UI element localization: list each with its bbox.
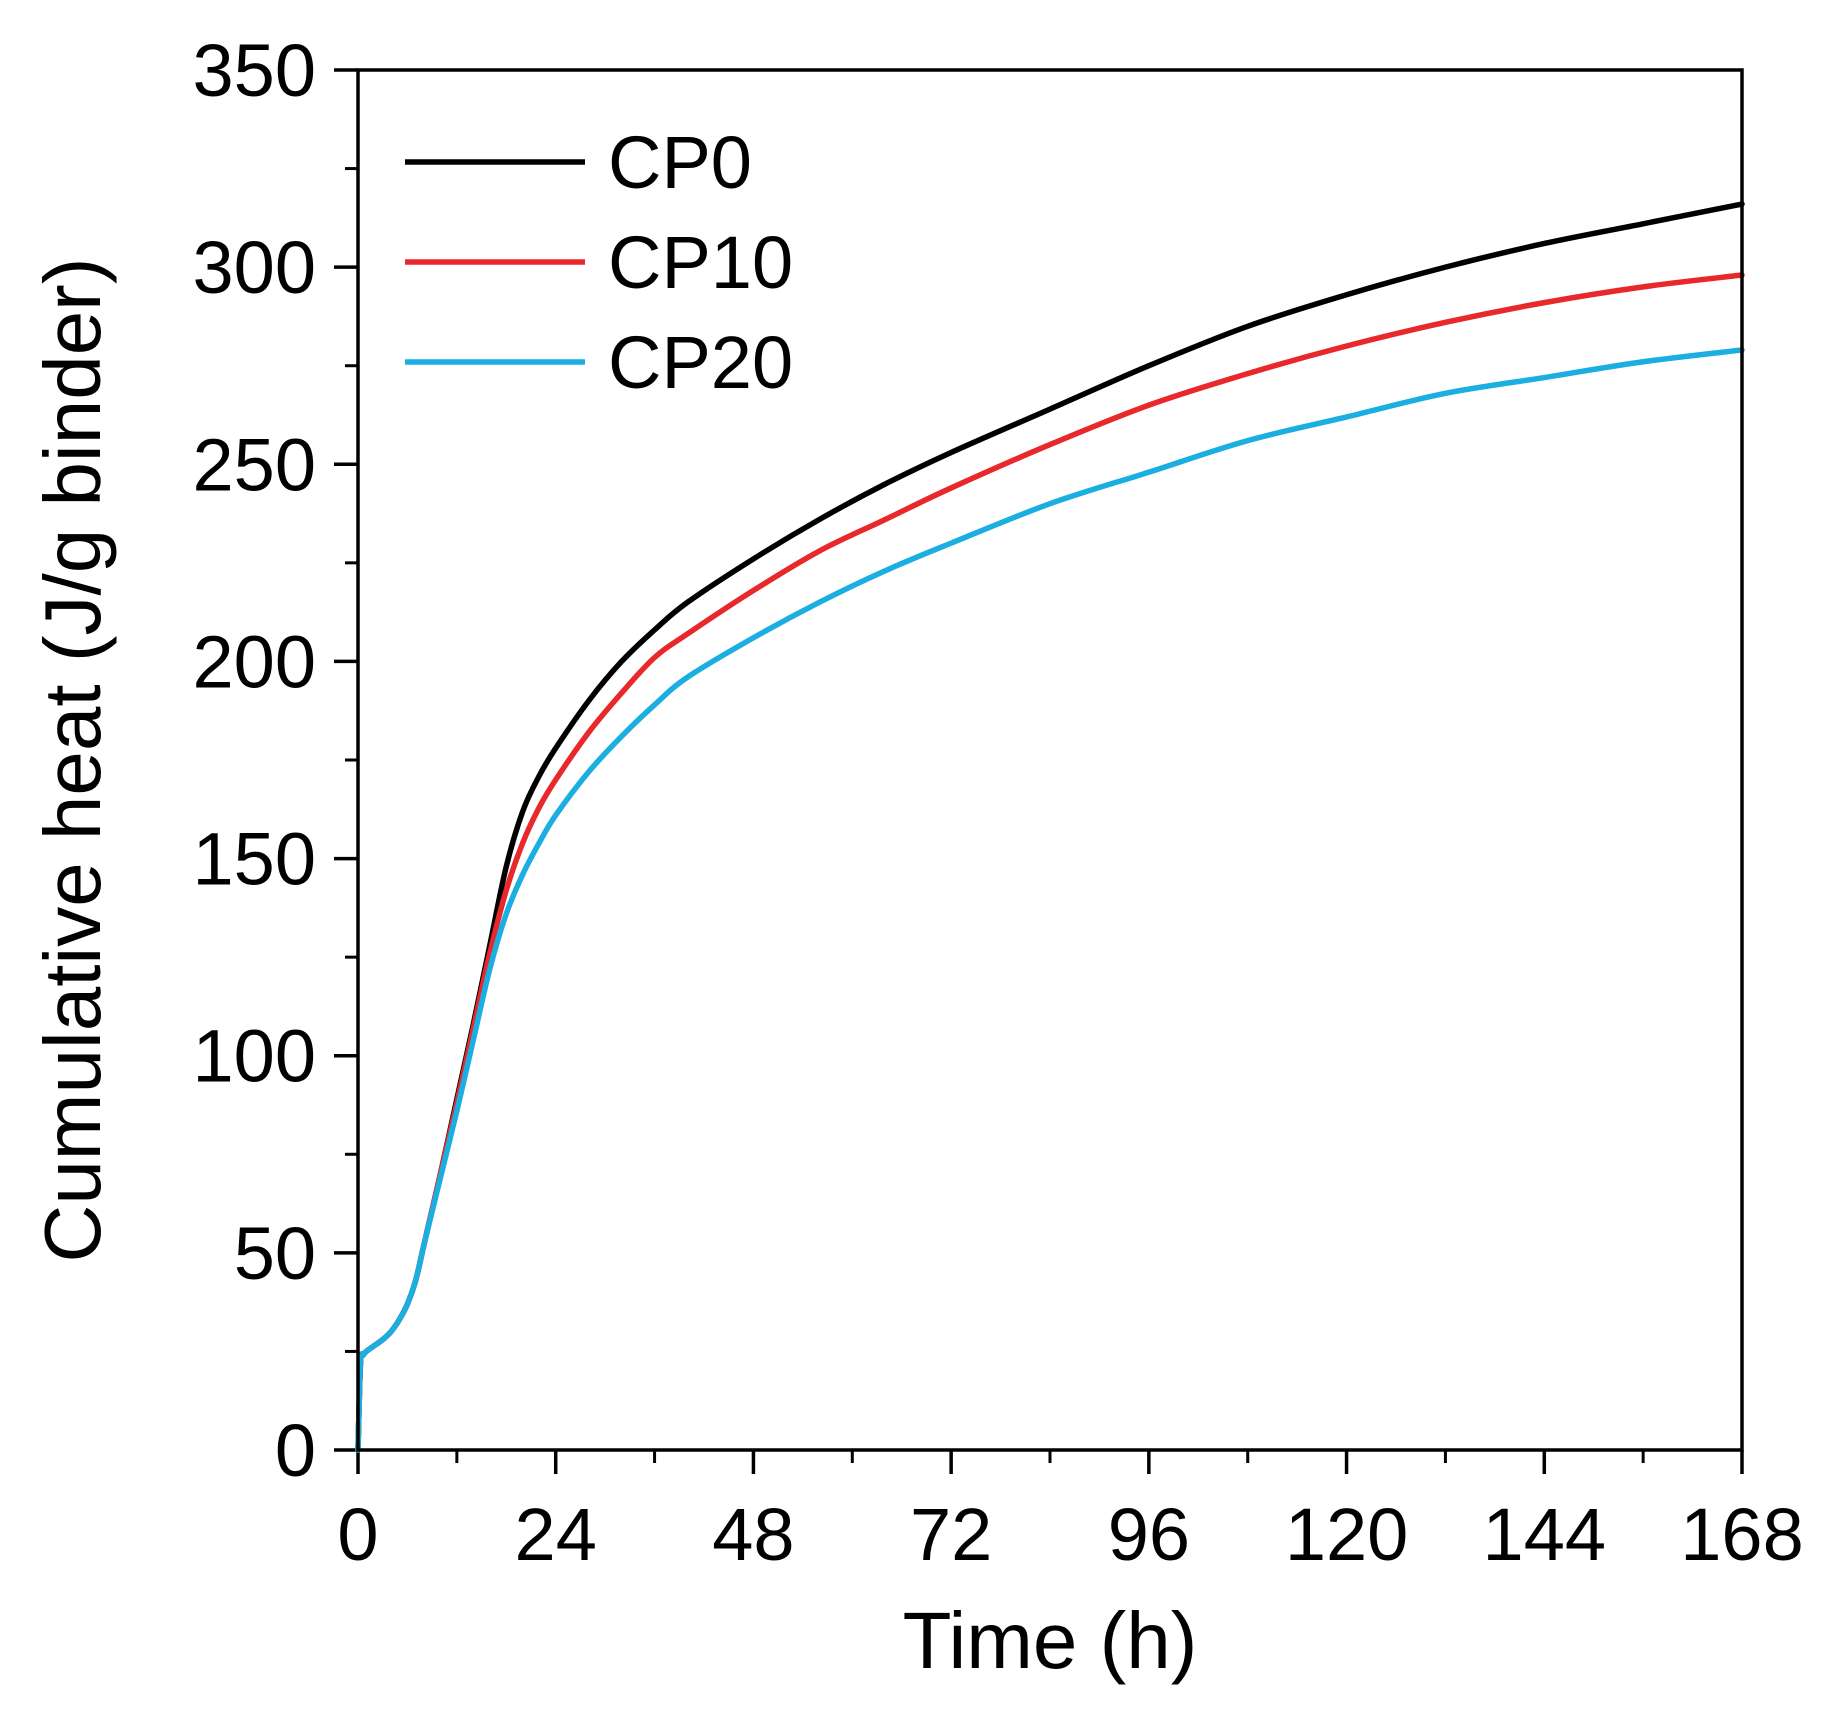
legend-label-cp20: CP20 xyxy=(608,321,793,404)
x-axis-title: Time (h) xyxy=(903,1596,1198,1685)
x-tick-labels: 0 24 48 72 96 120 144 168 xyxy=(337,1493,1803,1576)
y-tick-label: 100 xyxy=(193,1015,316,1098)
y-tick-label: 50 xyxy=(234,1212,316,1295)
legend-label-cp10: CP10 xyxy=(608,221,793,304)
legend-label-cp0: CP0 xyxy=(608,121,752,204)
y-tick-label: 150 xyxy=(193,818,316,901)
y-tick-label: 200 xyxy=(193,620,316,703)
x-tick-label: 120 xyxy=(1285,1493,1408,1576)
y-tick-label: 0 xyxy=(275,1409,316,1492)
x-tick-label: 144 xyxy=(1483,1493,1606,1576)
legend: CP0 CP10 CP20 xyxy=(405,121,793,404)
major-ticks xyxy=(334,68,1744,1474)
x-tick-label: 0 xyxy=(337,1493,378,1576)
series-line-cp10 xyxy=(355,272,1745,1453)
minor-ticks xyxy=(345,167,1645,1463)
y-axis-title: Cumulative heat (J/g binder) xyxy=(28,258,117,1263)
series-line-cp20 xyxy=(355,347,1745,1453)
x-tick-label: 72 xyxy=(910,1493,992,1576)
y-tick-label: 350 xyxy=(193,29,316,112)
x-tick-label: 24 xyxy=(515,1493,597,1576)
y-tick-label: 300 xyxy=(193,226,316,309)
x-tick-label: 48 xyxy=(712,1493,794,1576)
y-tick-labels: 0 50 100 150 200 250 300 350 xyxy=(193,29,316,1492)
x-tick-label: 96 xyxy=(1108,1493,1190,1576)
plot-frame xyxy=(356,68,1744,1452)
y-tick-label: 250 xyxy=(193,423,316,506)
series-line-cp0 xyxy=(355,201,1745,1453)
series-layer xyxy=(355,201,1745,1453)
x-tick-label: 168 xyxy=(1680,1493,1803,1576)
